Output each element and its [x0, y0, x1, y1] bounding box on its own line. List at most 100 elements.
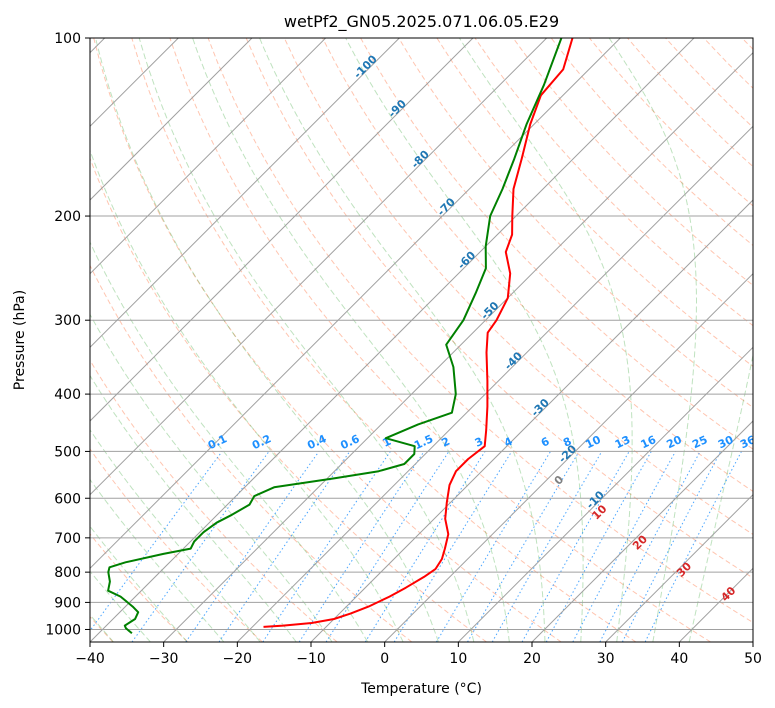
- dry-adiabat: [322, 38, 753, 492]
- x-axis-label: Temperature (°C): [360, 681, 482, 697]
- mixing-ratio-label: 10: [583, 433, 603, 451]
- dry-adiabat: [283, 38, 753, 535]
- moist-adiabat-label: -60: [455, 249, 478, 272]
- dry-adiabat: [207, 38, 753, 624]
- moist-adiabat: [458, 38, 633, 642]
- dry-adiabat: [90, 359, 338, 642]
- moist-adiabat: [345, 38, 584, 642]
- isotherm: [752, 641, 753, 642]
- dry-adiabat: [436, 38, 753, 367]
- y-tick-label: 900: [54, 595, 81, 611]
- y-tick-label: 600: [54, 491, 81, 507]
- mixing-ratio-label: 1.5: [412, 432, 435, 452]
- background-lines: [90, 38, 753, 642]
- mixing-ratio-line: [90, 451, 223, 632]
- mixing-ratio-line: [185, 451, 320, 642]
- mixing-ratio-line: [521, 451, 630, 642]
- dry-adiabat: [398, 38, 753, 409]
- mixing-ratio-label: 36: [738, 433, 758, 451]
- isotherm: [90, 38, 548, 496]
- isotherm: [678, 567, 753, 642]
- mixing-ratio-line: [298, 451, 425, 642]
- x-tick-label: 0: [380, 651, 389, 667]
- x-tick-label: −30: [149, 651, 179, 667]
- y-axis-label: Pressure (hPa): [12, 290, 28, 390]
- moist-adiabat: [259, 38, 546, 642]
- isotherm: [457, 346, 753, 642]
- profile-lines: [107, 38, 574, 635]
- y-tick-label: 100: [54, 31, 81, 47]
- moist-adiabat: [688, 353, 753, 642]
- isotherm-label: 40: [718, 584, 738, 604]
- moist-adiabat: [138, 38, 475, 642]
- mixing-ratio-label: 25: [690, 433, 709, 451]
- isotherm: [90, 38, 327, 275]
- mixing-ratio-line: [262, 451, 391, 642]
- x-tick-label: 30: [597, 651, 615, 667]
- y-tick-label: 800: [54, 565, 81, 581]
- y-tick-label: 300: [54, 313, 81, 329]
- mixing-ratio-label: 2: [440, 435, 452, 450]
- moist-adiabat-label: -80: [409, 148, 432, 171]
- mixing-ratio-line: [545, 451, 652, 642]
- moist-adiabat: [90, 478, 225, 642]
- moist-adiabat-label: -100: [351, 52, 380, 81]
- x-tick-label: 10: [449, 651, 467, 667]
- mixing-ratio-label: 13: [613, 433, 632, 451]
- mixing-ratio-line: [218, 451, 351, 642]
- y-tick-label: 700: [54, 531, 81, 547]
- isotherm: [90, 38, 474, 422]
- moist-adiabat: [95, 38, 439, 642]
- mixing-ratio-label: 30: [716, 433, 736, 451]
- temperature-profile: [263, 38, 574, 628]
- dry-adiabat: [131, 38, 637, 642]
- mixing-ratio-label: 0.6: [338, 432, 361, 452]
- isotherm: [163, 51, 753, 642]
- dry-adiabat: [703, 38, 753, 89]
- x-tick-label: −20: [223, 651, 253, 667]
- dry-adiabat: [741, 38, 753, 50]
- moist-adiabat: [90, 240, 369, 642]
- y-axis: 100 200 300 400 500 600 700 800 900 1000: [45, 31, 90, 638]
- mixing-ratio-label: 0.4: [305, 432, 328, 452]
- dry-adiabat: [665, 38, 753, 129]
- x-tick-label: 50: [744, 651, 762, 667]
- dry-adiabat: [360, 38, 753, 450]
- dewpoint-profile: [107, 38, 563, 635]
- mixing-ratio-line: [393, 451, 513, 642]
- dry-adiabat: [245, 38, 753, 579]
- line-labels: -100-90-80-70-60-50-40-30-20-100.1 0.2 0.4…: [206, 52, 758, 604]
- isotherm: [90, 38, 695, 642]
- y-tick-label: 400: [54, 387, 81, 403]
- moist-adiabat: [90, 570, 151, 642]
- mixing-ratio-line: [599, 451, 701, 642]
- dry-adiabat: [550, 38, 753, 247]
- dry-adiabat: [512, 38, 753, 286]
- isotherm: [90, 38, 621, 570]
- moist-adiabat: [90, 429, 261, 642]
- moist-adiabat-label: -30: [529, 396, 552, 419]
- dry-adiabat: [589, 38, 753, 207]
- dry-adiabat: [93, 38, 562, 642]
- dry-adiabat: [169, 38, 711, 642]
- mixing-ratio-line: [435, 451, 552, 642]
- isotherm: [90, 38, 253, 201]
- mixing-ratio-label: 16: [639, 433, 659, 451]
- mixing-ratio-label: 0.1: [206, 432, 229, 452]
- moist-adiabat: [90, 313, 333, 642]
- moist-adiabat-label: -40: [502, 349, 525, 372]
- mixing-ratio-label: 6: [539, 435, 552, 450]
- isotherm-label: 20: [630, 532, 650, 552]
- x-tick-label: −10: [296, 651, 326, 667]
- dry-adiabat: [90, 448, 263, 642]
- chart-title: wetPf2_GN05.2025.071.06.05.E29: [284, 12, 559, 32]
- x-tick-label: 20: [523, 651, 541, 667]
- y-tick-label: 500: [54, 444, 81, 460]
- x-tick-label: 40: [670, 651, 688, 667]
- x-axis: −40 −30 −20 −10 0 10 20 30 40 50: [75, 642, 762, 667]
- dry-adiabat: [90, 533, 189, 642]
- isotherm: [310, 199, 753, 642]
- y-tick-label: 200: [54, 209, 81, 225]
- isotherm: [531, 420, 753, 642]
